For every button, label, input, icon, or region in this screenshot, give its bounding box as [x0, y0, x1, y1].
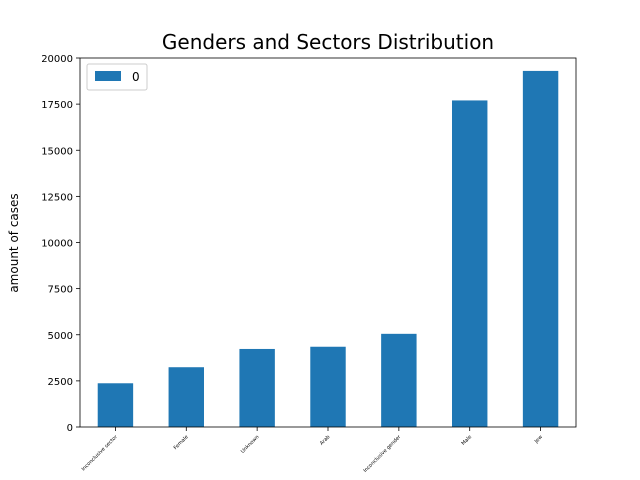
x-tick-label: Female [173, 434, 190, 451]
chart-title: Genders and Sectors Distribution [162, 30, 494, 54]
x-tick-label: Male [461, 434, 474, 447]
bar [381, 333, 417, 427]
bar [239, 348, 275, 427]
y-tick-label: 15000 [41, 146, 73, 157]
x-tick-label: Arab [319, 434, 332, 447]
bar [97, 383, 134, 427]
bar [310, 346, 346, 427]
y-tick-label: 12500 [41, 192, 73, 203]
x-axis-ticks: Inconclusive sector Female Unknown Arab Inco… [81, 427, 544, 474]
y-tick-label: 17500 [41, 100, 73, 111]
plot-frame [79, 57, 577, 428]
y-tick-label: 5000 [48, 331, 73, 342]
x-tick-label: Jew [533, 434, 544, 445]
legend: 0 [86, 63, 148, 91]
bar [522, 70, 559, 427]
y-axis-label: amount of cases [7, 193, 21, 292]
bar [452, 100, 488, 427]
y-tick-label: 2500 [48, 377, 73, 388]
bars-group [97, 70, 559, 427]
legend-swatch [95, 71, 121, 81]
y-axis-ticks: 0 2500 5000 7500 10000 12500 15000 17500 20000 [41, 54, 80, 434]
x-tick-label: Unknown [240, 434, 261, 455]
y-tick-label: 0 [67, 423, 73, 434]
x-tick-label: Inconclusive sector [81, 434, 120, 473]
y-tick-label: 10000 [41, 239, 73, 250]
x-tick-label: Inconclusive gender [362, 434, 402, 474]
y-tick-label: 7500 [48, 285, 73, 296]
y-tick-label: 20000 [41, 54, 73, 65]
legend-label: 0 [132, 70, 140, 84]
bar [168, 367, 204, 427]
